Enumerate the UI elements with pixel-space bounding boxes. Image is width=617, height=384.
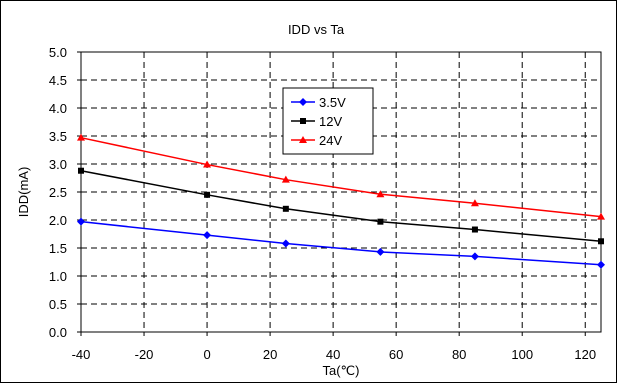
legend-marker-3-5v — [299, 98, 307, 106]
legend-label-12v: 12V — [319, 114, 342, 129]
legend-marker-12v — [300, 118, 306, 124]
legend-item-3-5v: 3.5V — [291, 95, 346, 110]
y-tick-label: 4.0 — [49, 101, 67, 116]
data-point-3-5v — [281, 239, 290, 248]
data-point-12v — [282, 205, 289, 212]
y-tick-label: 3.0 — [49, 157, 67, 172]
x-tick-label: 40 — [326, 347, 340, 362]
x-axis-ticks: -40 -20 0 20 40 60 80 100 120 — [72, 332, 596, 362]
legend-label-24v: 24V — [319, 133, 342, 148]
y-tick-label: 4.5 — [49, 73, 67, 88]
legend: 3.5V 12V 24V — [282, 87, 374, 155]
y-axis-ticks: 0.0 0.5 1.0 1.5 2.0 2.5 3.0 3.5 4.0 4.5 5.0 — [49, 45, 81, 340]
data-point-24v — [376, 190, 385, 198]
data-point-24v — [470, 199, 479, 207]
y-tick-label: 1.0 — [49, 269, 67, 284]
x-tick-label: 80 — [452, 347, 466, 362]
legend-marker-24v — [299, 136, 307, 143]
y-tick-label: 0.5 — [49, 297, 67, 312]
y-tick-label: 1.5 — [49, 241, 67, 256]
y-tick-label: 0.0 — [49, 325, 67, 340]
x-tick-label: -40 — [72, 347, 91, 362]
data-point-3-5v — [376, 247, 385, 256]
y-tick-label: 2.0 — [49, 213, 67, 228]
series-24v — [77, 133, 605, 220]
x-tick-label: 120 — [574, 347, 596, 362]
data-point-12v — [598, 238, 604, 245]
data-point-3-5v — [470, 252, 479, 261]
series-12v — [78, 167, 604, 245]
x-axis-title: Ta(℃) — [323, 363, 360, 378]
x-tick-label: 0 — [203, 347, 210, 362]
data-point-24v — [203, 160, 212, 168]
series-layer — [77, 133, 605, 269]
data-point-24v — [597, 212, 605, 220]
series-3-5v — [77, 217, 605, 269]
legend-item-12v: 12V — [291, 114, 342, 129]
data-point-3-5v — [597, 260, 605, 269]
y-tick-label: 3.5 — [49, 129, 67, 144]
x-tick-label: 60 — [389, 347, 403, 362]
legend-label-3-5v: 3.5V — [319, 95, 346, 110]
data-point-12v — [377, 218, 384, 225]
data-point-3-5v — [203, 231, 212, 240]
data-point-24v — [77, 133, 85, 141]
y-tick-label: 2.5 — [49, 185, 67, 200]
y-axis-title: IDD(mA) — [16, 167, 31, 218]
x-tick-label: -20 — [135, 347, 154, 362]
series-line-12v — [80, 169, 602, 243]
data-point-12v — [78, 167, 84, 174]
data-point-24v — [281, 175, 290, 183]
chart-title: IDD vs Ta — [288, 22, 345, 37]
series-line-24v — [80, 136, 602, 218]
legend-item-24v: 24V — [291, 133, 342, 148]
series-line-3-5v — [80, 220, 602, 266]
data-point-12v — [471, 226, 478, 233]
x-tick-label: 100 — [511, 347, 533, 362]
data-point-3-5v — [77, 217, 85, 226]
data-point-12v — [204, 191, 211, 198]
x-tick-label: 20 — [263, 347, 277, 362]
y-tick-label: 5.0 — [49, 45, 67, 60]
